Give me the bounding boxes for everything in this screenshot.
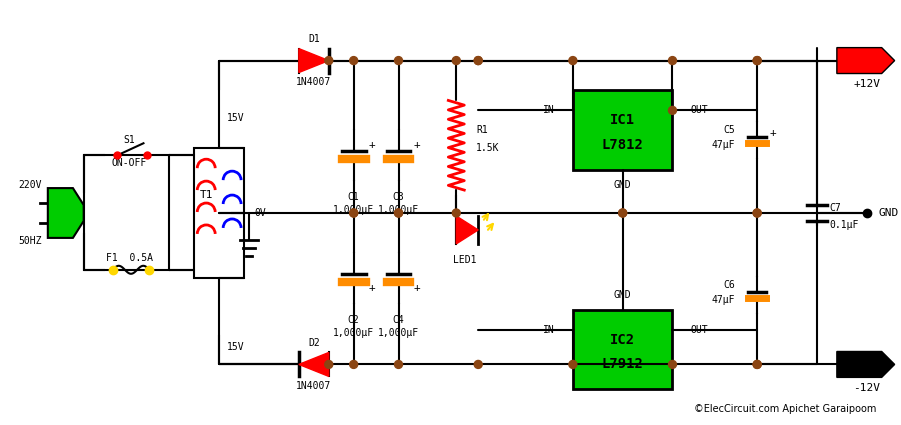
Circle shape <box>753 57 761 65</box>
Text: 1.5K: 1.5K <box>477 143 500 153</box>
Circle shape <box>395 209 403 217</box>
Polygon shape <box>48 188 84 238</box>
Circle shape <box>753 209 761 217</box>
Text: +: + <box>369 283 376 293</box>
Text: 0.1μF: 0.1μF <box>829 220 859 230</box>
Text: GND: GND <box>614 180 632 190</box>
Text: D1: D1 <box>308 34 320 44</box>
Text: $V_{OUT}$: $V_{OUT}$ <box>847 54 870 68</box>
Text: LED1: LED1 <box>452 255 476 265</box>
Circle shape <box>452 209 460 217</box>
Text: OUT: OUT <box>690 105 708 115</box>
Text: L7812: L7812 <box>602 138 643 152</box>
Text: C6: C6 <box>724 280 735 290</box>
Circle shape <box>324 360 332 368</box>
Text: IN: IN <box>543 325 555 334</box>
Text: 15V: 15V <box>227 113 245 123</box>
Text: +: + <box>769 128 776 138</box>
Circle shape <box>350 360 358 368</box>
Circle shape <box>753 209 761 217</box>
Text: D2: D2 <box>308 337 320 348</box>
Circle shape <box>619 209 627 217</box>
Circle shape <box>474 57 482 65</box>
Text: 47μF: 47μF <box>712 140 735 150</box>
Text: +: + <box>414 283 420 293</box>
Circle shape <box>619 209 627 217</box>
Text: +12V: +12V <box>853 79 880 90</box>
Text: IN: IN <box>543 105 555 115</box>
Text: 1N4007: 1N4007 <box>296 381 332 391</box>
Polygon shape <box>456 216 478 244</box>
Circle shape <box>753 57 761 65</box>
Text: T1: T1 <box>199 190 213 200</box>
Circle shape <box>569 360 577 368</box>
Text: IC2: IC2 <box>610 332 635 346</box>
Text: L7912: L7912 <box>602 357 643 371</box>
Text: R1: R1 <box>477 125 488 135</box>
Text: 15V: 15V <box>227 343 245 352</box>
Text: 0V: 0V <box>254 208 266 218</box>
Polygon shape <box>299 48 329 73</box>
Text: 50HZ: 50HZ <box>18 236 41 246</box>
Circle shape <box>452 57 460 65</box>
Circle shape <box>753 360 761 368</box>
Circle shape <box>753 360 761 368</box>
Text: OUT: OUT <box>690 325 708 334</box>
Circle shape <box>474 360 482 368</box>
Circle shape <box>350 209 358 217</box>
Circle shape <box>350 209 358 217</box>
Text: 1,000μF: 1,000μF <box>378 328 419 337</box>
Circle shape <box>569 57 577 65</box>
FancyBboxPatch shape <box>84 155 169 270</box>
Text: F1  0.5A: F1 0.5A <box>106 253 153 263</box>
Text: 1,000μF: 1,000μF <box>333 328 374 337</box>
Circle shape <box>324 57 332 65</box>
Text: C4: C4 <box>393 314 405 325</box>
Text: 1N4007: 1N4007 <box>296 77 332 88</box>
Text: $V_{OUT}$: $V_{OUT}$ <box>847 357 870 371</box>
Text: 1,000μF: 1,000μF <box>378 205 419 215</box>
Circle shape <box>395 209 403 217</box>
Text: GND: GND <box>614 290 632 300</box>
Text: C3: C3 <box>393 192 405 202</box>
FancyBboxPatch shape <box>573 310 672 389</box>
Circle shape <box>395 360 403 368</box>
Text: +: + <box>369 140 376 150</box>
Circle shape <box>474 57 482 65</box>
Text: S1: S1 <box>123 135 135 145</box>
Circle shape <box>669 57 677 65</box>
Polygon shape <box>299 352 329 377</box>
Text: 47μF: 47μF <box>712 295 735 305</box>
Circle shape <box>669 106 677 114</box>
Text: 220V: 220V <box>18 180 41 190</box>
Text: -12V: -12V <box>853 383 880 394</box>
FancyBboxPatch shape <box>573 91 672 170</box>
Text: ©ElecCircuit.com Apichet Garaipoom: ©ElecCircuit.com Apichet Garaipoom <box>695 404 877 414</box>
Polygon shape <box>837 351 895 377</box>
Text: +: + <box>414 140 420 150</box>
Circle shape <box>669 360 677 368</box>
Text: C2: C2 <box>348 314 359 325</box>
Text: ON-OFF: ON-OFF <box>112 158 147 168</box>
Circle shape <box>350 57 358 65</box>
Circle shape <box>395 57 403 65</box>
Polygon shape <box>837 48 895 74</box>
FancyBboxPatch shape <box>195 148 244 278</box>
Text: C7: C7 <box>829 203 841 213</box>
Text: GND: GND <box>878 208 899 218</box>
Text: 1,000μF: 1,000μF <box>333 205 374 215</box>
Text: IC1: IC1 <box>610 113 635 128</box>
Text: C1: C1 <box>348 192 359 202</box>
Text: C5: C5 <box>724 125 735 135</box>
